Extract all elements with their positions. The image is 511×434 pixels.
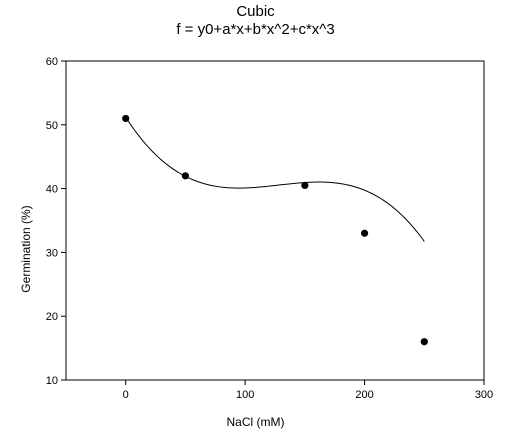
x-tick-label: 0: [123, 389, 129, 401]
y-tick-label: 30: [46, 247, 58, 259]
chart-title: Cubic: [236, 3, 275, 20]
y-tick-label: 20: [46, 311, 58, 323]
plot-frame: [65, 60, 485, 381]
y-tick-label: 50: [46, 120, 58, 132]
data-point: [420, 338, 428, 346]
y-tick-label: 10: [46, 375, 58, 387]
x-axis-label: NaCl (mM): [226, 415, 285, 429]
x-tick-label: 300: [475, 389, 493, 401]
data-point: [181, 172, 190, 180]
fit-curve: [125, 116, 425, 242]
y-tick-label: 40: [46, 184, 58, 196]
y-axis-label: Germination (%): [19, 205, 33, 293]
data-point: [360, 229, 369, 237]
x-tick-label: 100: [236, 389, 254, 401]
y-tick-label: 60: [46, 56, 58, 68]
axes: 10 20 30 40 50 60 0 100 200 300: [46, 56, 493, 401]
chart-subtitle: f = y0+a*x+b*x^2+c*x^3: [176, 21, 335, 38]
data-point: [122, 114, 130, 123]
points-layer: [122, 114, 428, 346]
data-point: [301, 181, 309, 190]
fit-layer: [125, 116, 425, 242]
x-tick-label: 200: [355, 389, 373, 401]
